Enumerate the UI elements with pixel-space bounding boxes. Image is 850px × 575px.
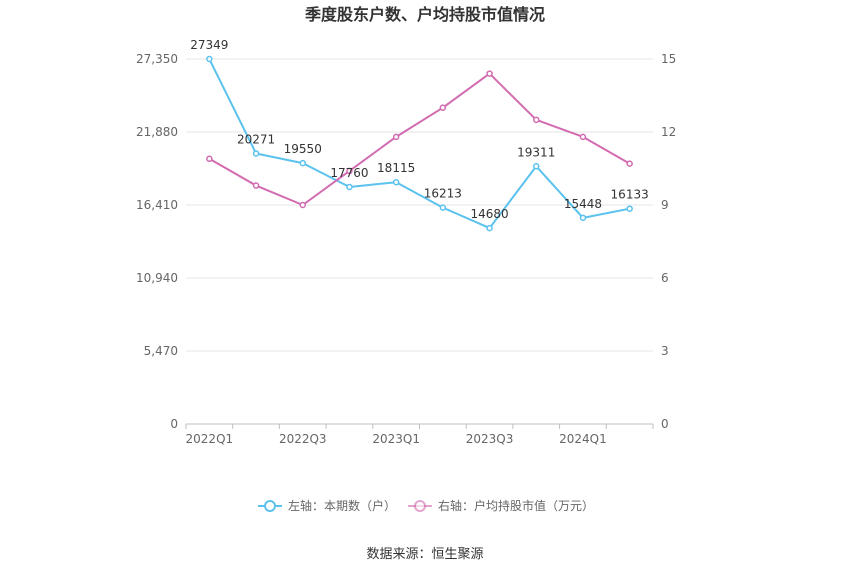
axes: 0 0 5,470 3 10,940 6 16,410 9 21,880 12 27,350 15 20…: [136, 52, 676, 446]
data-label: 14680: [470, 207, 508, 221]
data-label: 16133: [611, 188, 649, 202]
y-right-tick-label: 6: [661, 271, 669, 285]
y-right-tick-label: 9: [661, 198, 669, 212]
data-label: 19311: [517, 145, 555, 159]
source-text: 数据来源：恒生聚源: [366, 547, 483, 562]
y-right-tick-label: 0: [661, 417, 669, 431]
series-2-point: [579, 133, 587, 141]
y-left-tick-label: 16,410: [136, 198, 178, 212]
legend-label: 右轴：户均持股市值（万元）: [438, 498, 594, 513]
x-tick-label: 2023Q1: [372, 432, 420, 446]
series-1-point: [533, 163, 540, 170]
series-2-point: [206, 155, 213, 163]
data-labels: 27349 20271 19550 17760 18115 16213 14680 19311…: [190, 38, 648, 221]
y-left-tick-label: 27,350: [136, 52, 178, 66]
legend-label: 左轴：本期数（户）: [288, 498, 396, 513]
data-label: 27349: [190, 38, 228, 52]
series-2-point: [439, 104, 447, 111]
data-label: 19550: [284, 142, 322, 156]
series-1-point: [486, 224, 493, 232]
y-right-tick-label: 15: [661, 52, 676, 66]
data-label: 17760: [330, 166, 368, 180]
legend: 左轴：本期数（户） 右轴：户均持股市值（万元）: [258, 498, 594, 513]
series-1-point: [626, 205, 633, 212]
data-label: 15448: [564, 197, 602, 211]
series-1-point: [439, 204, 447, 211]
x-tick-label: 2023Q3: [466, 432, 514, 446]
series-1-point: [299, 159, 306, 167]
series-line-1: [208, 58, 630, 230]
legend-swatch-marker: [414, 500, 426, 512]
x-tick-label: 2024Q1: [559, 432, 607, 446]
series-1-point: [206, 55, 213, 63]
series-2-point: [252, 182, 260, 189]
x-tick-label: 2022Q3: [279, 432, 327, 446]
chart-title: 季度股东户数、户均持股市值情况: [304, 5, 545, 24]
series-2-point: [533, 116, 540, 124]
series-layer: [206, 55, 633, 232]
series-2-point: [299, 201, 306, 209]
data-label: 20271: [237, 132, 275, 146]
series-2-point: [392, 133, 400, 141]
series-2-point: [486, 70, 493, 77]
legend-swatch-marker: [264, 500, 276, 512]
y-left-tick-label: 10,940: [136, 271, 178, 285]
x-tick-label: 2022Q1: [186, 432, 234, 446]
y-right-tick-label: 12: [661, 125, 676, 139]
series-1-point: [252, 150, 260, 157]
series-1-point: [346, 183, 353, 191]
series-2-point: [626, 160, 633, 167]
data-label: 16213: [424, 187, 462, 201]
y-left-tick-label: 0: [170, 417, 178, 431]
y-left-tick-label: 5,470: [144, 344, 178, 358]
series-1-point: [579, 214, 587, 222]
y-right-tick-label: 3: [661, 344, 669, 358]
series-line-2: [208, 72, 631, 206]
series-1-point: [392, 178, 400, 186]
data-label: 18115: [377, 161, 415, 175]
series-2-point: [346, 167, 353, 175]
grid: [186, 58, 653, 352]
y-left-tick-label: 21,880: [136, 125, 178, 139]
